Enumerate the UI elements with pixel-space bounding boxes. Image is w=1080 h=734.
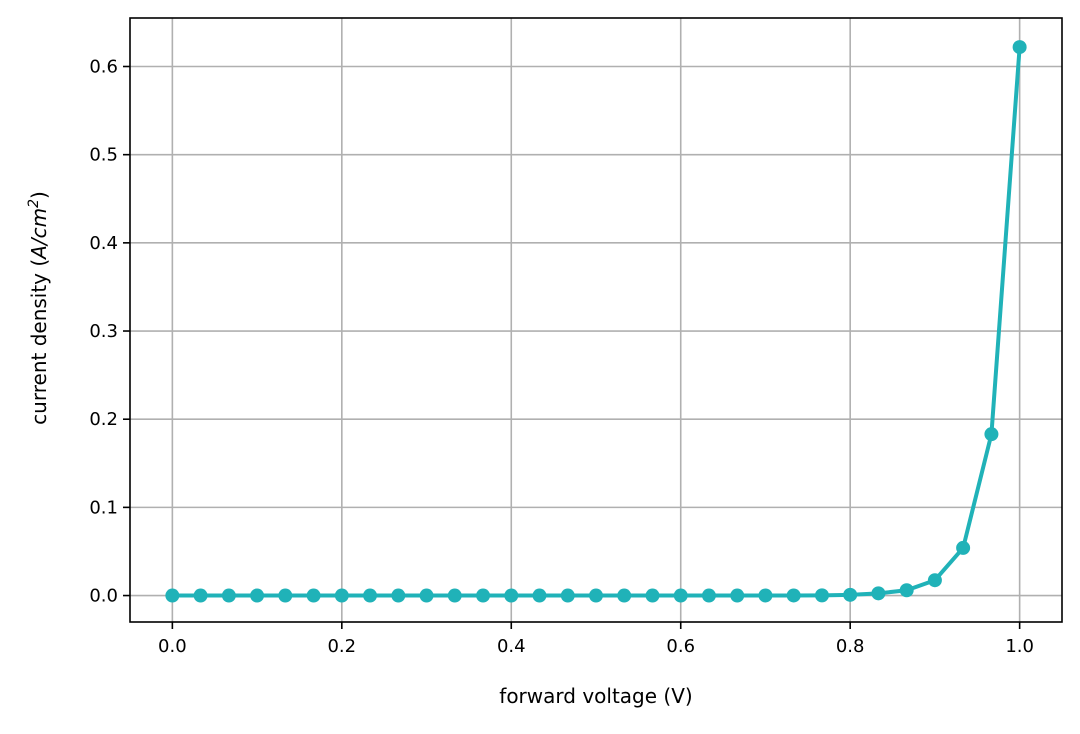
data-point bbox=[814, 588, 829, 603]
x-axis-label: forward voltage (V) bbox=[499, 684, 692, 708]
data-point bbox=[617, 588, 632, 603]
y-tick-label: 0.2 bbox=[89, 409, 118, 430]
data-point bbox=[504, 588, 519, 603]
data-point bbox=[165, 588, 180, 603]
x-tick-label: 0.2 bbox=[327, 636, 356, 657]
series-line bbox=[165, 40, 1027, 603]
data-point bbox=[871, 586, 886, 601]
data-point bbox=[701, 588, 716, 603]
data-point bbox=[984, 427, 999, 442]
x-tick-label: 0.0 bbox=[158, 636, 187, 657]
data-point bbox=[560, 588, 575, 603]
data-point bbox=[278, 588, 293, 603]
data-point bbox=[447, 588, 462, 603]
data-point bbox=[419, 588, 434, 603]
plot-frame bbox=[129, 17, 1063, 623]
data-point bbox=[758, 588, 773, 603]
data-point bbox=[221, 588, 236, 603]
y-tick-label: 0.5 bbox=[89, 145, 118, 166]
grid bbox=[130, 18, 1062, 622]
y-tick-label: 0.6 bbox=[89, 56, 118, 77]
data-point bbox=[193, 588, 208, 603]
data-point bbox=[250, 588, 265, 603]
series-path bbox=[172, 46, 1022, 598]
data-point bbox=[956, 540, 971, 555]
data-point bbox=[476, 588, 491, 603]
data-point bbox=[589, 588, 603, 603]
data-point bbox=[391, 588, 406, 603]
data-point bbox=[786, 588, 801, 603]
x-tick-label: 0.6 bbox=[666, 636, 695, 657]
data-point bbox=[334, 588, 349, 603]
y-tick-label: 0.4 bbox=[89, 233, 118, 254]
y-tick-label: 0.1 bbox=[89, 497, 118, 518]
y-tick-label: 0.3 bbox=[89, 321, 118, 342]
data-point bbox=[1012, 40, 1027, 55]
x-tick-label: 0.4 bbox=[497, 636, 526, 657]
data-point bbox=[306, 588, 321, 603]
data-point bbox=[927, 573, 942, 588]
x-tick-label: 0.8 bbox=[836, 636, 865, 657]
data-point bbox=[532, 588, 547, 603]
y-tick-label: 0.0 bbox=[89, 586, 118, 607]
y-axis-label: current density (A/cm2) bbox=[26, 191, 51, 425]
data-point bbox=[899, 583, 914, 598]
data-point bbox=[363, 588, 378, 603]
data-point bbox=[730, 588, 745, 603]
x-tick-label: 1.0 bbox=[1005, 636, 1034, 657]
data-point bbox=[673, 588, 688, 603]
data-point bbox=[843, 587, 858, 602]
data-point bbox=[645, 588, 660, 603]
axis-ticks: 0.0 0.2 0.4 0.6 0.8 1.0 0.0 0.1 0.2 0.3 0.4 0.5 0.6 bbox=[89, 56, 1034, 657]
